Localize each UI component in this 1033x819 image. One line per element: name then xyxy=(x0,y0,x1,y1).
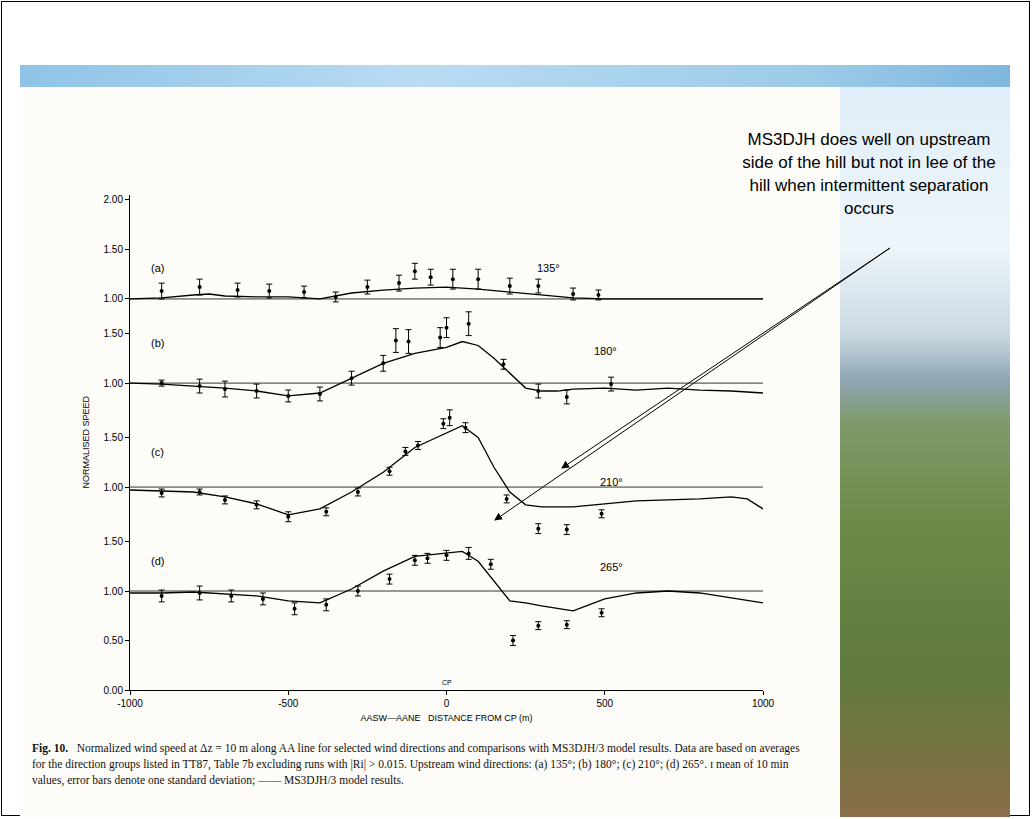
html-text:Normalized wind speed at Δz =: Normalized wind speed at Δz = 10 m along… xyxy=(32,742,800,786)
html-text:MS3DJH does well on upstream s: MS3DJH does well on upstream side of the… xyxy=(742,130,996,218)
svg-text:-1000: -1000 xyxy=(117,698,143,709)
svg-text:500: 500 xyxy=(596,698,613,709)
svg-text:(c): (c) xyxy=(151,446,164,458)
svg-text:-500: -500 xyxy=(278,698,298,709)
svg-text:135°: 135° xyxy=(537,262,560,274)
svg-text:1.50: 1.50 xyxy=(104,432,124,443)
svg-text:1.00: 1.00 xyxy=(104,482,124,493)
svg-text:AASW—AANE DISTANCE FROM CP (: AASW—AANE DISTANCE FROM CP (m) xyxy=(360,713,532,723)
svg-text:1.00: 1.00 xyxy=(104,378,124,389)
svg-text:1.00: 1.00 xyxy=(104,586,124,597)
svg-text:NORMALISED SPEED: NORMALISED SPEED xyxy=(81,395,91,488)
svg-text:0: 0 xyxy=(444,698,450,709)
svg-text:(d): (d) xyxy=(151,555,164,567)
svg-text:1.50: 1.50 xyxy=(104,244,124,255)
svg-text:1000: 1000 xyxy=(752,698,775,709)
html-text:Fig. 10.: Fig. 10. xyxy=(32,742,69,754)
svg-text:210°: 210° xyxy=(600,476,623,488)
svg-text:1.50: 1.50 xyxy=(104,328,124,339)
svg-text:2.00: 2.00 xyxy=(104,194,124,205)
svg-text:1.00: 1.00 xyxy=(104,293,124,304)
svg-text:0.50: 0.50 xyxy=(104,635,124,646)
svg-text:1.50: 1.50 xyxy=(104,536,124,547)
svg-text:CP: CP xyxy=(442,679,452,686)
svg-text:(b): (b) xyxy=(151,337,164,349)
svg-text:0.00: 0.00 xyxy=(104,685,124,696)
svg-text:180°: 180° xyxy=(594,345,617,357)
svg-text:265°: 265° xyxy=(600,561,623,573)
svg-text:(a): (a) xyxy=(151,262,164,274)
